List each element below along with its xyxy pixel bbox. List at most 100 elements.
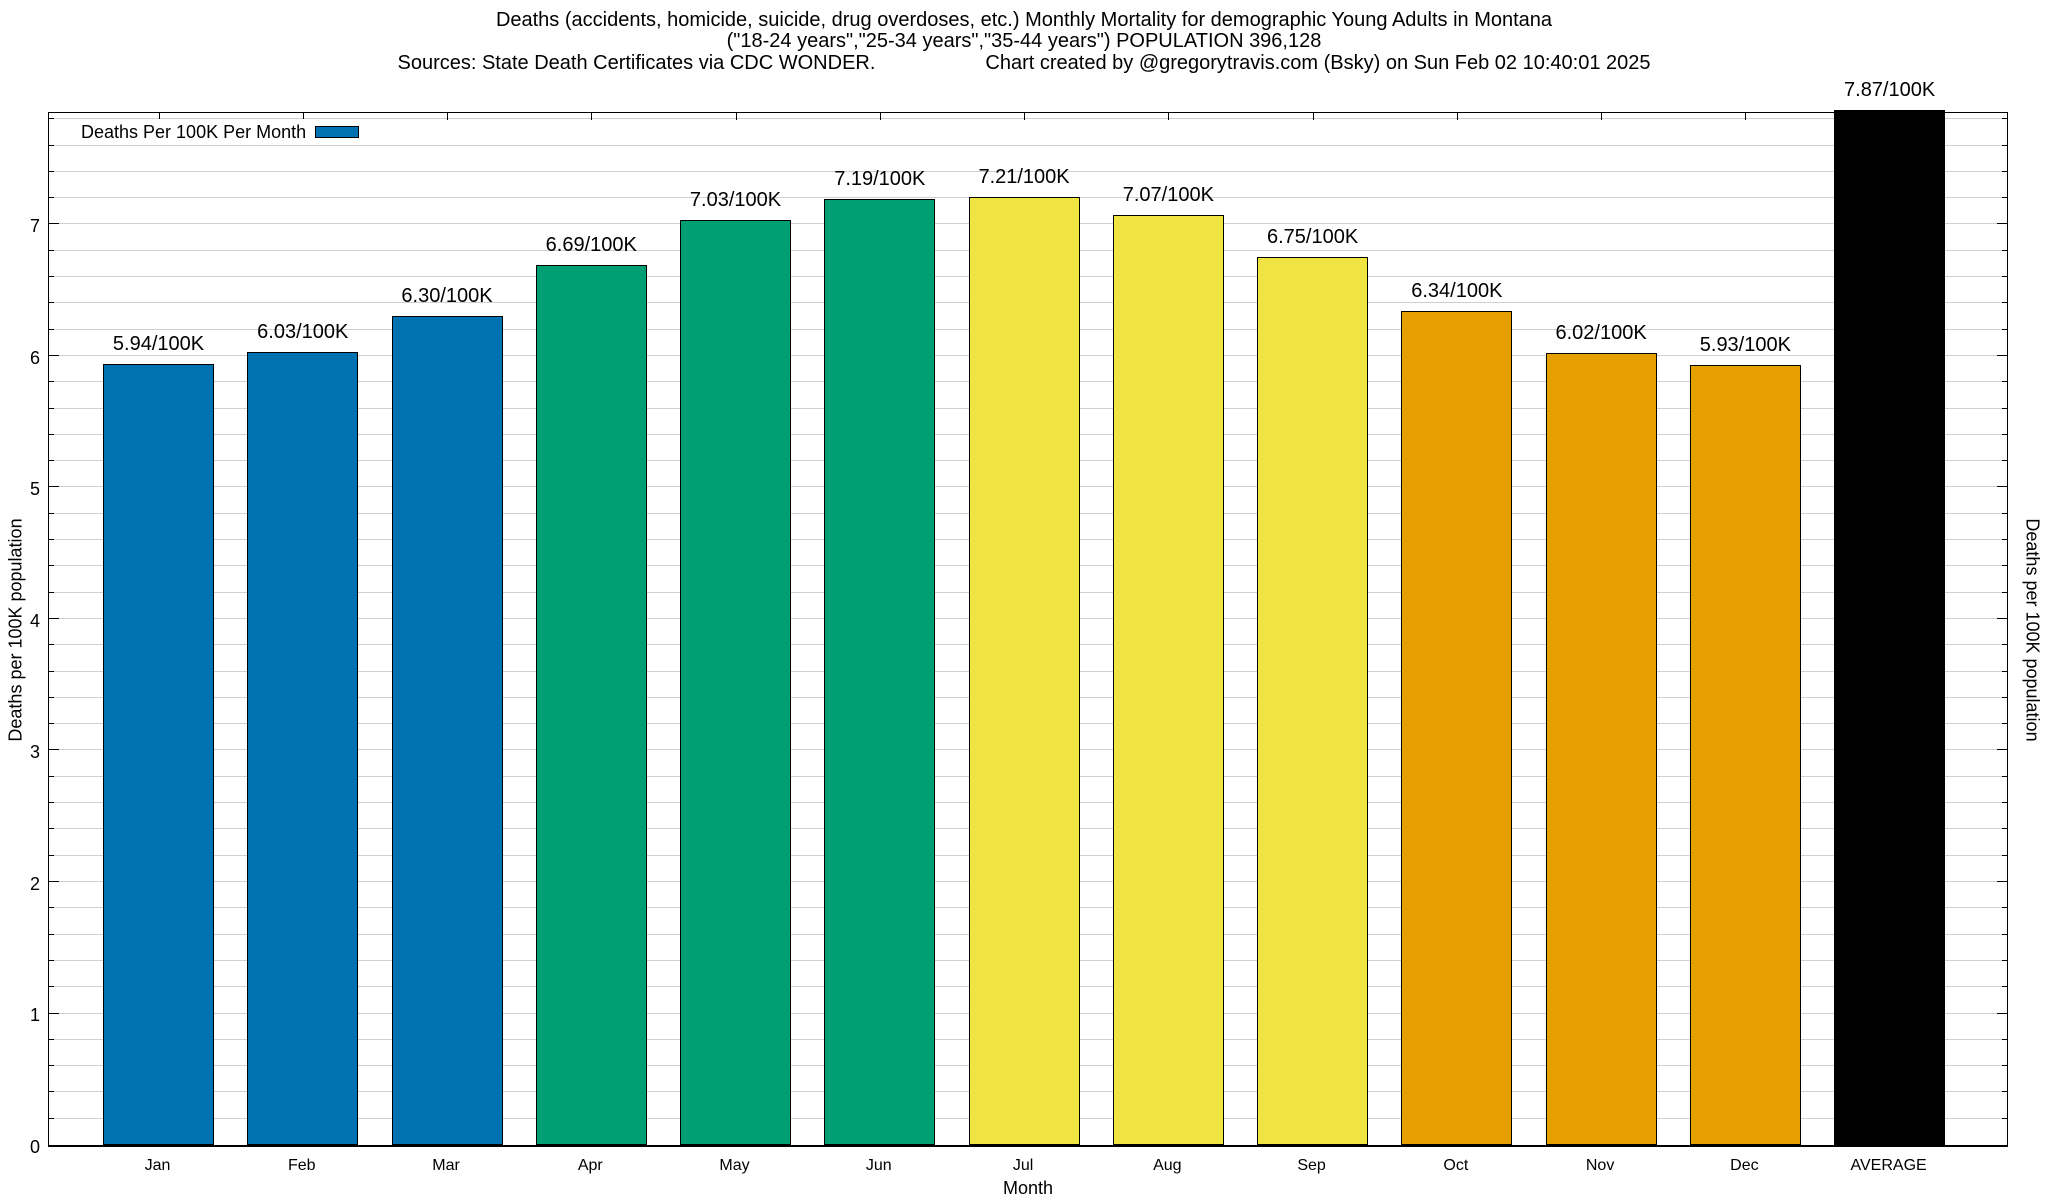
y-tick-mark-left — [49, 591, 54, 593]
x-tick-mark-top — [447, 113, 449, 120]
y-tick-mark-right — [2002, 775, 2007, 777]
x-tick-mark-top — [158, 113, 160, 120]
x-tick-label-apr: Apr — [577, 1157, 603, 1174]
x-tick-label-aug: Aug — [1153, 1157, 1182, 1174]
y-tick-mark-right — [2002, 986, 2007, 988]
bar-oct — [1401, 311, 1513, 1145]
y-tick-label-6: 6 — [29, 347, 40, 368]
y-tick-mark-left — [49, 170, 54, 172]
y-tick-mark-left — [49, 617, 59, 619]
bar-value-label: 6.34/100K — [1411, 280, 1503, 303]
y-tick-mark-left — [49, 486, 59, 488]
x-tick-mark-top — [1024, 113, 1026, 120]
y-tick-mark-right — [1997, 617, 2007, 619]
x-tick-label-sep: Sep — [1297, 1157, 1326, 1174]
y-tick-mark-right — [2002, 1065, 2007, 1067]
bar-value-label: 7.87/100K — [1844, 79, 1936, 101]
x-tick-mark-top — [1312, 113, 1314, 120]
y-tick-mark-left — [49, 328, 54, 330]
bar-value-label: 7.07/100K — [1122, 184, 1214, 207]
bar-feb — [247, 351, 359, 1145]
y-tick-mark-right — [2002, 302, 2007, 304]
y-tick-mark-right — [2002, 591, 2007, 593]
x-tick-label-jan: Jan — [144, 1157, 171, 1174]
x-tick-mark-top — [1745, 113, 1747, 120]
y-tick-mark-left — [49, 986, 54, 988]
y-tick-mark-right — [2002, 512, 2007, 514]
bar-jul — [968, 196, 1080, 1145]
bar-value-label: 6.75/100K — [1266, 226, 1359, 249]
y-tick-mark-left — [49, 723, 54, 725]
bar-sep — [1257, 257, 1369, 1145]
y-tick-mark-right — [2002, 276, 2007, 278]
y-tick-mark-left — [49, 1117, 54, 1119]
x-tick-label-oct: Oct — [1443, 1157, 1469, 1174]
x-tick-label-average: AVERAGE — [1850, 1157, 1927, 1174]
y-axis-label-right: Deaths per 100K population — [2022, 518, 2043, 742]
y-tick-label-1: 1 — [29, 1005, 40, 1026]
x-tick-mark-top — [879, 113, 881, 120]
y-tick-label-7: 7 — [29, 216, 40, 237]
y-tick-mark-right — [2002, 1117, 2007, 1119]
y-tick-mark-left — [49, 407, 54, 409]
y-tick-mark-left — [49, 512, 54, 514]
y-tick-mark-left — [49, 670, 54, 672]
y-tick-mark-right — [2002, 959, 2007, 961]
y-tick-mark-left — [49, 1065, 54, 1067]
x-tick-mark-top — [1456, 113, 1458, 120]
y-tick-label-3: 3 — [29, 742, 40, 763]
bar-average — [1834, 110, 1946, 1145]
y-tick-mark-left — [49, 223, 59, 225]
y-tick-mark-left — [49, 276, 54, 278]
x-tick-label-dec: Dec — [1730, 1157, 1759, 1174]
y-tick-mark-right — [2002, 381, 2007, 383]
y-tick-mark-right — [2002, 1038, 2007, 1040]
bar-jun — [824, 199, 936, 1145]
y-tick-mark-left — [49, 565, 54, 567]
y-tick-mark-right — [2002, 407, 2007, 409]
y-tick-mark-left — [49, 144, 54, 146]
plot-area: Deaths Per 100K Per Month 5.94/100K 6.03/… — [48, 79, 2008, 1147]
y-tick-mark-right — [2002, 170, 2007, 172]
y-tick-mark-left — [49, 749, 59, 751]
x-tick-label-nov: Nov — [1585, 1157, 1615, 1174]
bar-mar — [391, 316, 503, 1145]
y-tick-mark-right — [2002, 460, 2007, 462]
x-tick-label-jul: Jul — [1012, 1157, 1034, 1174]
y-tick-mark-right — [2002, 433, 2007, 435]
y-tick-label-4: 4 — [29, 610, 40, 631]
y-tick-mark-right — [2002, 197, 2007, 199]
y-tick-mark-left — [49, 381, 54, 383]
y-tick-mark-right — [1997, 486, 2007, 488]
chart-credit: Chart created by @gregorytravis.com (Bsk… — [985, 52, 1651, 74]
x-tick-mark-top — [591, 113, 593, 120]
y-tick-mark-right — [1997, 880, 2007, 882]
y-tick-mark-left — [49, 775, 54, 777]
chart-sources: Sources: State Death Certificates via CD… — [397, 52, 876, 74]
sources-row: Sources: State Death Certificates via CD… — [0, 53, 2048, 74]
x-tick-label-may: May — [719, 1157, 750, 1174]
gridline — [49, 144, 2007, 146]
x-tick-label-jun: Jun — [865, 1157, 892, 1174]
y-tick-mark-left — [49, 959, 54, 961]
x-tick-label-mar: Mar — [432, 1157, 460, 1174]
y-tick-mark-right — [2002, 118, 2007, 120]
y-tick-mark-right — [1997, 1012, 2007, 1014]
y-tick-mark-left — [49, 197, 54, 199]
x-tick-mark-top — [1168, 113, 1170, 120]
x-tick-mark-top — [1601, 113, 1603, 120]
y-tick-mark-right — [2002, 565, 2007, 567]
y-tick-label-5: 5 — [29, 479, 40, 500]
x-tick-label-feb: Feb — [287, 1157, 316, 1174]
y-tick-mark-left — [49, 802, 54, 804]
y-tick-mark-right — [2002, 328, 2007, 330]
legend-color-swatch — [315, 126, 360, 138]
y-tick-label-2: 2 — [29, 873, 40, 894]
y-tick-mark-right — [1997, 354, 2007, 356]
y-tick-mark-right — [2002, 854, 2007, 856]
bar-value-label: 7.03/100K — [689, 189, 782, 212]
bar-nov — [1545, 353, 1657, 1145]
bar-value-label: 5.94/100K — [112, 332, 205, 355]
chart-title-line1: Deaths (accidents, homicide, suicide, dr… — [495, 9, 1553, 31]
